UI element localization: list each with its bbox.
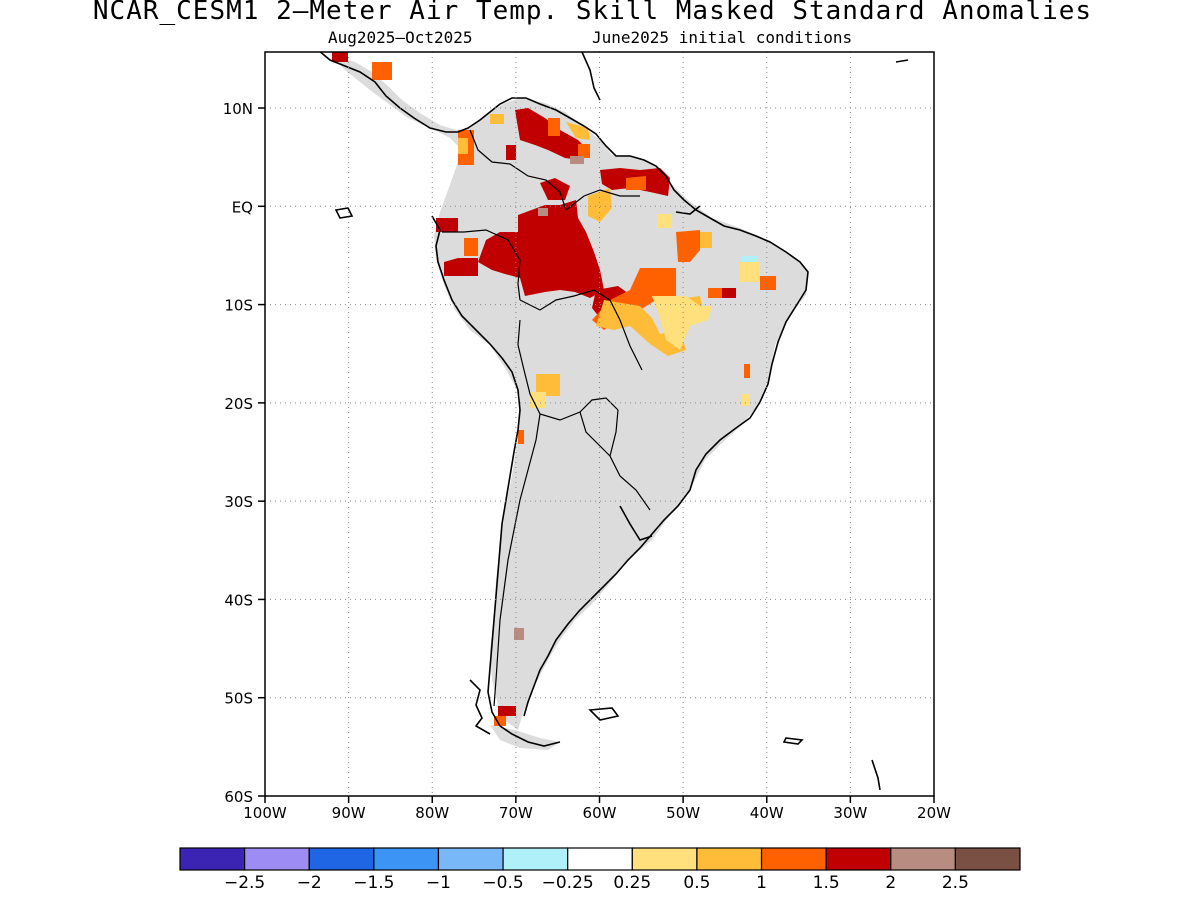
colorbar: −2.5 −2 −1.5 −1 −0.5 −0.25 0.25 0.5 1 1.5 2 2.5	[179, 847, 1021, 893]
colorbar-swatch	[567, 847, 633, 871]
lon-tick-label: 40W	[750, 804, 784, 822]
colorbar-swatch	[631, 847, 698, 871]
colorbar-swatch	[502, 847, 569, 871]
lon-tick-label: 80W	[415, 804, 449, 822]
lat-tick-label: 40S	[224, 591, 253, 609]
colorbar-swatch	[437, 847, 504, 871]
anomaly-2.5-patches	[514, 156, 584, 640]
lat-tick-label: EQ	[232, 198, 253, 216]
colorbar-swatch	[760, 847, 827, 871]
forecast-period: Aug2025—Oct2025	[328, 28, 473, 47]
colorbar-tick-label: 0.5	[683, 873, 710, 893]
colorbar-swatch	[890, 847, 956, 871]
colorbar-tick-label: 2	[885, 873, 896, 893]
colorbar-swatch	[179, 847, 246, 871]
colorbar-swatch	[696, 847, 763, 871]
tierra-del-fuego-land	[490, 725, 560, 750]
coastlines	[319, 52, 909, 791]
longitude-axis: 100W 90W 80W 70W 60W 50W 40W 30W 20W	[243, 796, 951, 822]
colorbar-swatch	[308, 847, 375, 871]
colorbar-tick-label: −0.5	[482, 873, 523, 893]
colorbar-swatch	[373, 847, 440, 871]
lon-tick-label: 90W	[332, 804, 366, 822]
colorbar-swatch	[825, 847, 892, 871]
anomaly-neg-0.25-patch	[742, 256, 758, 262]
anomaly-0.5-patches	[530, 214, 760, 408]
colorbar-tick-label: −1.5	[353, 873, 394, 893]
colorbar-tick-label: −2.5	[224, 873, 265, 893]
colorbar-tick-label: −2	[297, 873, 322, 893]
map-area	[319, 52, 909, 791]
lat-tick-label: 20S	[224, 395, 253, 413]
colorbar-tick-label: 1	[756, 873, 767, 893]
national-borders	[442, 129, 651, 707]
lon-tick-label: 60W	[583, 804, 617, 822]
page-title: NCAR_CESM1 2—Meter Air Temp. Skill Maske…	[92, 0, 1093, 26]
lat-tick-label: 50S	[224, 690, 253, 708]
lon-tick-label: 70W	[499, 804, 533, 822]
colorbar-tick-label: 0.25	[613, 873, 651, 893]
colorbar-tick-label: 1.5	[813, 873, 840, 893]
initial-conditions: June2025 initial conditions	[592, 28, 853, 47]
lon-tick-label: 50W	[666, 804, 700, 822]
lat-tick-label: 10N	[223, 100, 253, 118]
colorbar-swatch	[954, 847, 1021, 871]
lon-tick-label: 30W	[833, 804, 867, 822]
colorbar-tick-label: −1	[426, 873, 451, 893]
colorbar-tick-label: 2.5	[942, 873, 969, 893]
lat-tick-label: 10S	[224, 297, 253, 315]
lat-tick-label: 60S	[224, 788, 253, 806]
lon-tick-label: 100W	[243, 804, 287, 822]
colorbar-tick-label: −0.25	[542, 873, 594, 893]
map-gridlines	[265, 52, 934, 796]
lat-tick-label: 30S	[224, 493, 253, 511]
lon-tick-label: 20W	[917, 804, 951, 822]
colorbar-swatch	[244, 847, 310, 871]
latitude-axis: 10N EQ 10S 20S 30S 40S 50S 60S	[223, 100, 265, 806]
